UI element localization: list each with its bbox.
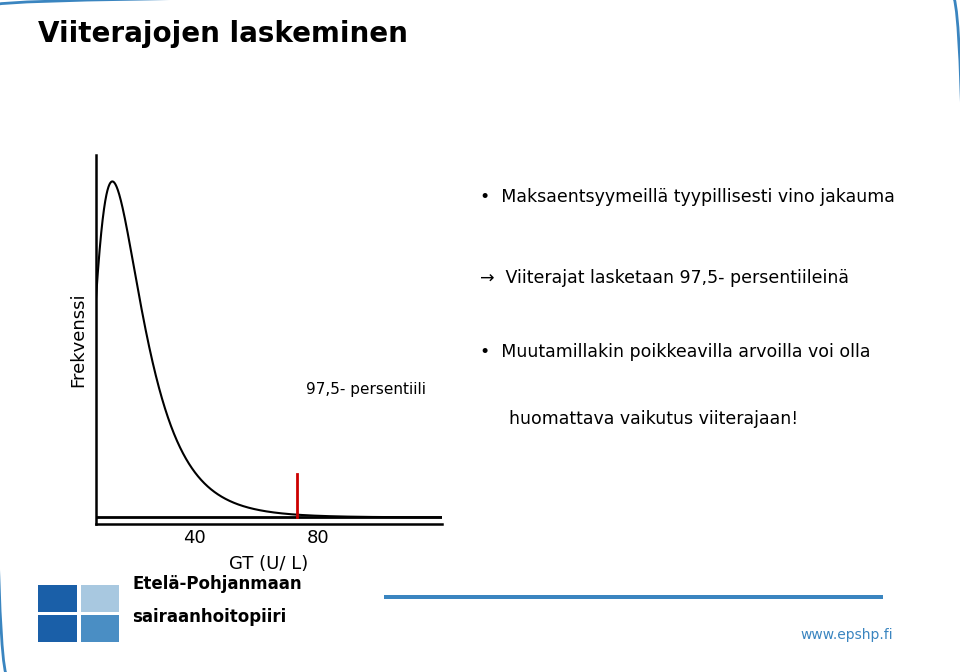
X-axis label: GT (U/ L): GT (U/ L): [229, 555, 308, 573]
Text: Etelä-Pohjanmaan: Etelä-Pohjanmaan: [132, 575, 302, 593]
Text: www.epshp.fi: www.epshp.fi: [801, 628, 893, 642]
Text: sairaanhoitopiiri: sairaanhoitopiiri: [132, 608, 287, 626]
Text: •  Muutamillakin poikkeavilla arvoilla voi olla: • Muutamillakin poikkeavilla arvoilla vo…: [480, 343, 871, 361]
Y-axis label: Frekvenssi: Frekvenssi: [70, 292, 87, 386]
Text: Viiterajojen laskeminen: Viiterajojen laskeminen: [38, 20, 408, 48]
Text: •  Maksaentsyymeillä tyypillisesti vino jakauma: • Maksaentsyymeillä tyypillisesti vino j…: [480, 188, 895, 206]
Text: 97,5- persentiili: 97,5- persentiili: [306, 382, 426, 397]
Text: huomattava vaikutus viiterajaan!: huomattava vaikutus viiterajaan!: [509, 410, 798, 428]
Text: →  Viiterajat lasketaan 97,5- persentiileinä: → Viiterajat lasketaan 97,5- persentiile…: [480, 269, 849, 287]
